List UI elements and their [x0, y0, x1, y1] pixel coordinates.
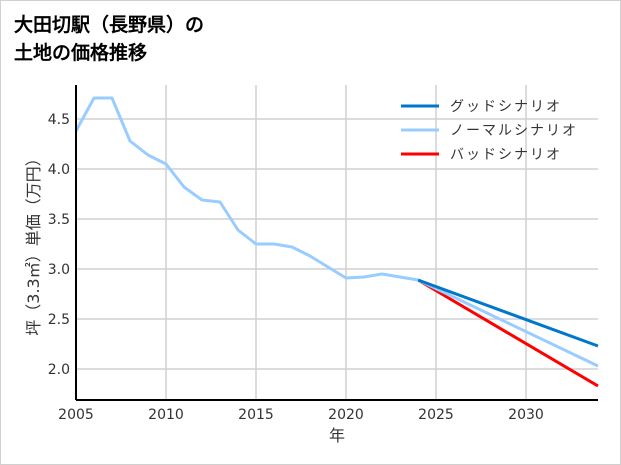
legend-label: グッドシナリオ	[450, 99, 562, 115]
y-tick-label: 4.0	[48, 162, 70, 178]
y-axis-label: 坪（3.3㎡）単価（万円）	[24, 150, 43, 335]
series-line	[417, 278, 599, 368]
x-tick-label: 2010	[148, 407, 184, 423]
x-tick-label: 2030	[508, 407, 544, 423]
y-tick-label: 3.5	[48, 212, 70, 228]
y-tick-label: 2.0	[48, 362, 70, 378]
y-tick-label: 3.0	[48, 262, 70, 278]
y-tick-label: 4.5	[48, 112, 70, 128]
y-tick-label: 2.5	[48, 312, 70, 328]
x-tick-label: 2015	[238, 407, 274, 423]
legend-label: バッドシナリオ	[450, 147, 562, 163]
x-tick-label: 2020	[328, 407, 364, 423]
title-line-2: 土地の価格推移	[14, 42, 148, 64]
legend-label: ノーマルシナリオ	[450, 123, 578, 139]
series-line	[417, 278, 599, 348]
x-axis-label: 年	[329, 426, 345, 445]
chart-title: 大田切駅（長野県）の 土地の価格推移	[14, 11, 204, 67]
title-line-1: 大田切駅（長野県）の	[14, 14, 205, 36]
series-line	[417, 278, 599, 388]
series-line	[74, 96, 419, 282]
x-tick-label: 2025	[418, 407, 454, 423]
x-tick-label: 2005	[58, 407, 94, 423]
